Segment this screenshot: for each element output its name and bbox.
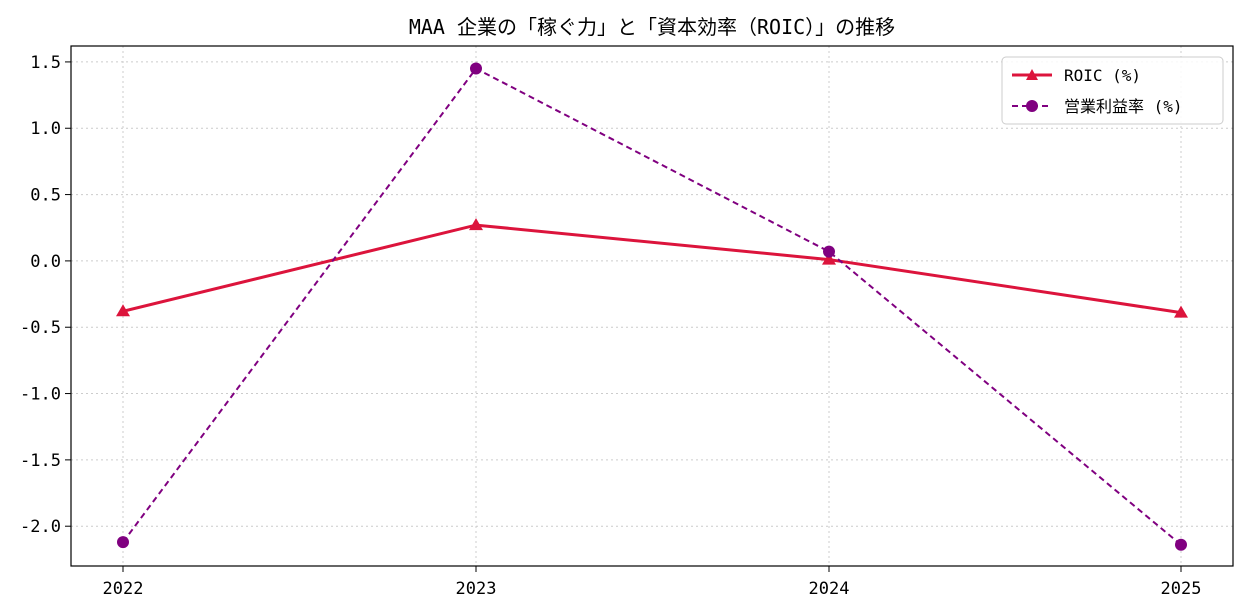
legend-margin-marker — [1026, 100, 1038, 112]
y-tick-label: -1.5 — [20, 451, 61, 471]
y-tick-label: -1.0 — [20, 385, 61, 405]
series-layer — [116, 62, 1188, 551]
x-tick-label: 2025 — [1161, 579, 1202, 599]
legend-roic-marker — [1026, 69, 1038, 80]
y-tick-label: 1.5 — [30, 53, 61, 73]
series-line-1 — [122, 67, 1182, 546]
x-tick-label: 2023 — [456, 579, 497, 599]
x-tick-label: 2022 — [103, 579, 144, 599]
y-tick-label: 1.0 — [30, 119, 61, 139]
series-0-point — [469, 218, 483, 231]
legend-frame — [1001, 56, 1224, 125]
y-tick-label: 0.0 — [30, 252, 61, 272]
chart-title: MAA 企業の「稼ぐ力」と「資本効率（ROIC）」の推移 — [409, 15, 895, 39]
y-tick-label: -2.0 — [20, 517, 61, 537]
series-1-point — [1175, 538, 1187, 551]
x-tick-label: 2024 — [809, 579, 850, 599]
legend-roic-label: ROIC (%) — [1064, 66, 1141, 85]
y-tick-label: -0.5 — [20, 318, 61, 338]
legend: ROIC (%) 営業利益率 (%) — [1001, 56, 1224, 125]
series-line-0 — [122, 223, 1182, 315]
series-1-point — [117, 536, 129, 549]
series-0-point — [1174, 305, 1188, 318]
y-tick-label: 0.5 — [30, 186, 61, 206]
axes: 1.5 1.0 0.5 0.0 -0.5 -1.0 -1.5 -2.0 2022 2023 2024… — [20, 53, 1201, 599]
series-0-point — [116, 304, 130, 317]
series-0-point — [822, 252, 836, 265]
plot-frame — [70, 45, 1234, 567]
series-1-point — [823, 245, 835, 258]
legend-margin-label: 営業利益率 (%) — [1064, 97, 1183, 116]
series-1-point — [470, 62, 482, 75]
